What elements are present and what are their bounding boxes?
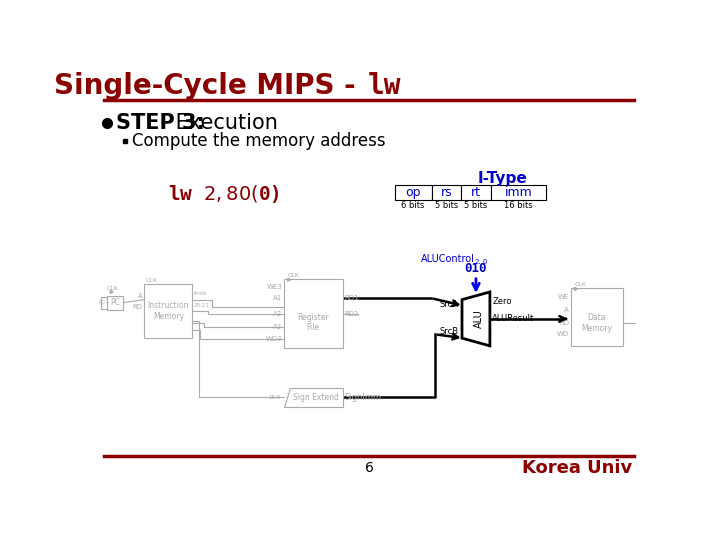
Text: 15:0: 15:0 <box>269 395 281 400</box>
Bar <box>395 185 432 200</box>
Polygon shape <box>110 291 113 294</box>
Text: CLK: CLK <box>575 282 586 287</box>
Text: CLK: CLK <box>107 286 119 291</box>
Text: PC: PC <box>110 298 120 307</box>
Bar <box>462 185 490 200</box>
Text: 010: 010 <box>464 262 487 275</box>
Text: 5 bits: 5 bits <box>464 201 487 210</box>
Text: rt: rt <box>471 186 481 199</box>
Text: A: A <box>564 307 569 313</box>
Text: imm: imm <box>505 186 533 199</box>
Text: Execution: Execution <box>169 112 278 132</box>
Text: I-Type: I-Type <box>477 171 527 186</box>
Bar <box>432 185 462 200</box>
Text: SignImm: SignImm <box>344 393 382 402</box>
Text: PC+: PC+ <box>98 300 110 305</box>
Text: CLK: CLK <box>287 273 300 278</box>
Text: ALUResult: ALUResult <box>492 314 534 323</box>
Bar <box>107 296 122 309</box>
Text: lw $2, 80($0): lw $2, 80($0) <box>168 183 279 205</box>
Text: ALUControl: ALUControl <box>420 254 474 264</box>
Text: 6: 6 <box>364 461 374 475</box>
Text: A1: A1 <box>273 295 282 301</box>
Text: rs: rs <box>441 186 452 199</box>
Text: A2: A2 <box>273 310 282 316</box>
Text: RD: RD <box>559 320 569 326</box>
Text: Instruction
Memory: Instruction Memory <box>148 301 189 321</box>
Text: Single-Cycle MIPS -: Single-Cycle MIPS - <box>54 72 365 100</box>
Text: RD: RD <box>132 305 143 310</box>
Text: 16 bits: 16 bits <box>504 201 533 210</box>
Bar <box>144 284 192 338</box>
Text: Register
File: Register File <box>297 313 329 333</box>
Bar <box>101 296 107 309</box>
Text: 6 bits: 6 bits <box>402 201 425 210</box>
Text: 2..0: 2..0 <box>474 259 487 265</box>
Text: A3: A3 <box>273 323 282 329</box>
Text: Korea Univ: Korea Univ <box>522 460 632 477</box>
Text: WD3: WD3 <box>266 336 282 342</box>
Polygon shape <box>575 287 577 291</box>
Polygon shape <box>284 388 343 407</box>
Text: SrcB: SrcB <box>439 327 458 336</box>
Text: SrcA: SrcA <box>439 300 458 309</box>
Text: ALU: ALU <box>474 309 484 328</box>
Polygon shape <box>287 278 291 281</box>
Bar <box>122 139 127 143</box>
Bar <box>284 279 343 348</box>
Text: 25:21: 25:21 <box>194 303 210 308</box>
Bar <box>570 288 624 346</box>
Text: op: op <box>405 186 421 199</box>
Text: CLK: CLK <box>145 278 158 283</box>
Text: WE3: WE3 <box>266 284 282 289</box>
Text: WE: WE <box>558 294 569 300</box>
Text: RD1: RD1 <box>344 295 359 301</box>
Text: Compute the memory address: Compute the memory address <box>132 132 385 150</box>
Bar <box>490 185 546 200</box>
Text: RD2: RD2 <box>344 310 359 316</box>
Text: WD: WD <box>557 332 569 338</box>
Polygon shape <box>462 292 490 346</box>
Text: Zero: Zero <box>492 296 512 306</box>
Text: 5 bits: 5 bits <box>435 201 458 210</box>
Text: Insb: Insb <box>194 291 207 296</box>
Text: A: A <box>138 293 143 299</box>
Text: Data
Memory: Data Memory <box>581 313 612 333</box>
Text: STEP 3:: STEP 3: <box>117 112 205 132</box>
Text: lw: lw <box>367 72 401 100</box>
Text: Sign Extend: Sign Extend <box>293 393 339 402</box>
